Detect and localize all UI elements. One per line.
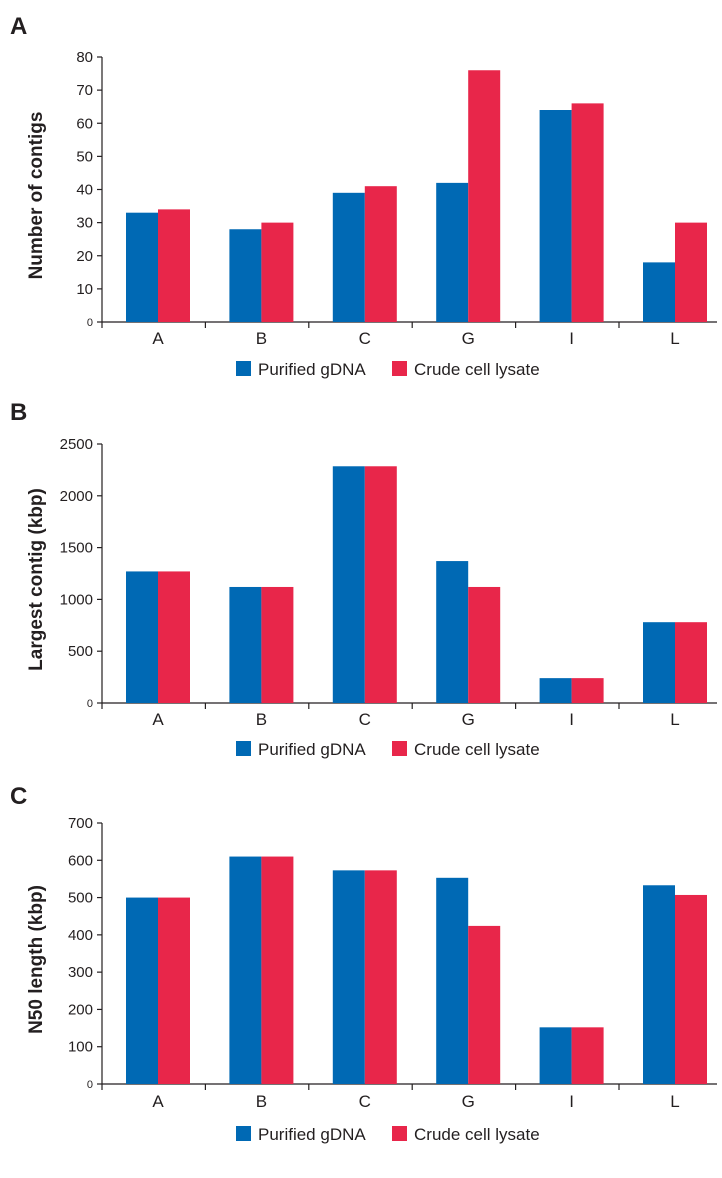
bar-purified-gdna-b [229, 586, 262, 703]
y-tick-label: 200 [68, 1001, 93, 1018]
bar-purified-gdna-l [643, 885, 675, 1084]
y-tick-label: 0 [87, 317, 93, 329]
x-tick-label: A [152, 1092, 164, 1111]
y-tick-label: 60 [76, 115, 93, 132]
x-tick-label: I [569, 1092, 574, 1111]
y-tick-label: 80 [76, 49, 93, 66]
y-tick-label: 2000 [60, 488, 93, 505]
bar-crude-cell-lysate-b [261, 222, 294, 322]
y-axis-label: N50 length (kbp) [26, 885, 47, 1034]
legend-swatch-crude-cell-lysate [392, 1126, 407, 1141]
bar-purified-gdna-g [436, 877, 469, 1084]
bar-crude-cell-lysate-g [468, 925, 501, 1084]
bar-purified-gdna-c [332, 192, 365, 322]
x-tick-label: C [359, 1092, 371, 1111]
bar-purified-gdna-g [436, 561, 469, 703]
x-tick-label: I [569, 329, 574, 348]
panel-letter: A [10, 13, 27, 40]
x-tick-label: B [256, 1092, 267, 1111]
y-tick-label: 0 [87, 1079, 93, 1091]
x-tick-label: A [152, 329, 164, 348]
bar-crude-cell-lysate-i [571, 1027, 604, 1084]
x-tick-label: L [670, 329, 679, 348]
bar-crude-cell-lysate-g [468, 70, 501, 322]
bar-crude-cell-lysate-c [364, 466, 397, 703]
x-tick-label: G [462, 710, 475, 729]
bar-purified-gdna-l [643, 622, 675, 703]
bar-purified-gdna-i [539, 678, 572, 703]
bar-crude-cell-lysate-l [675, 622, 707, 703]
legend-label: Crude cell lysate [414, 1125, 540, 1144]
bar-purified-gdna-b [229, 856, 262, 1084]
y-tick-label: 10 [76, 281, 93, 298]
y-tick-label: 50 [76, 148, 93, 165]
x-tick-label: B [256, 329, 267, 348]
panel-letter: B [10, 399, 27, 426]
legend-label: Crude cell lysate [414, 360, 540, 379]
legend-label: Crude cell lysate [414, 740, 540, 759]
bar-crude-cell-lysate-b [261, 856, 294, 1084]
bar-crude-cell-lysate-c [364, 186, 397, 322]
bar-purified-gdna-a [126, 571, 158, 703]
bar-crude-cell-lysate-g [468, 586, 501, 703]
bar-purified-gdna-c [332, 870, 365, 1084]
bar-crude-cell-lysate-a [158, 209, 190, 322]
bar-crude-cell-lysate-a [158, 897, 190, 1084]
y-tick-label: 20 [76, 248, 93, 265]
bar-purified-gdna-c [332, 466, 365, 703]
panel-letter: C [10, 783, 27, 810]
legend-swatch-purified-gdna [236, 361, 251, 376]
y-tick-label: 500 [68, 643, 93, 660]
x-tick-label: B [256, 710, 267, 729]
legend-swatch-crude-cell-lysate [392, 361, 407, 376]
legend-label: Purified gDNA [258, 740, 366, 759]
y-tick-label: 600 [68, 852, 93, 869]
y-tick-label: 400 [68, 927, 93, 944]
bar-purified-gdna-g [436, 182, 469, 322]
bar-purified-gdna-a [126, 212, 158, 322]
legend-swatch-crude-cell-lysate [392, 741, 407, 756]
y-tick-label: 30 [76, 215, 93, 232]
x-tick-label: L [670, 1092, 679, 1111]
x-tick-label: I [569, 710, 574, 729]
y-tick-label: 2500 [60, 436, 93, 453]
x-tick-label: G [462, 1092, 475, 1111]
bar-crude-cell-lysate-a [158, 571, 190, 703]
legend-swatch-purified-gdna [236, 741, 251, 756]
x-tick-label: C [359, 710, 371, 729]
y-tick-label: 100 [68, 1039, 93, 1056]
y-tick-label: 300 [68, 964, 93, 981]
bar-purified-gdna-i [539, 1027, 572, 1084]
bar-crude-cell-lysate-c [364, 870, 397, 1084]
x-tick-label: A [152, 710, 164, 729]
x-tick-label: G [462, 329, 475, 348]
bar-purified-gdna-i [539, 110, 572, 322]
bar-crude-cell-lysate-i [571, 678, 604, 703]
bar-crude-cell-lysate-i [571, 103, 604, 322]
x-tick-label: L [670, 710, 679, 729]
bar-crude-cell-lysate-l [675, 894, 707, 1084]
y-tick-label: 0 [87, 698, 93, 710]
y-tick-label: 700 [68, 815, 93, 832]
y-tick-label: 70 [76, 82, 93, 99]
bar-crude-cell-lysate-l [675, 222, 707, 322]
legend-swatch-purified-gdna [236, 1126, 251, 1141]
y-tick-label: 500 [68, 890, 93, 907]
y-axis-label: Number of contigs [26, 112, 47, 280]
y-tick-label: 40 [76, 182, 93, 199]
bar-crude-cell-lysate-b [261, 586, 294, 703]
bar-purified-gdna-l [643, 262, 675, 322]
y-tick-label: 1000 [60, 591, 93, 608]
legend-label: Purified gDNA [258, 1125, 366, 1144]
y-tick-label: 1500 [60, 540, 93, 557]
y-axis-label: Largest contig (kbp) [26, 488, 47, 671]
legend-label: Purified gDNA [258, 360, 366, 379]
x-tick-label: C [359, 329, 371, 348]
bar-purified-gdna-b [229, 229, 262, 322]
bar-purified-gdna-a [126, 897, 158, 1084]
